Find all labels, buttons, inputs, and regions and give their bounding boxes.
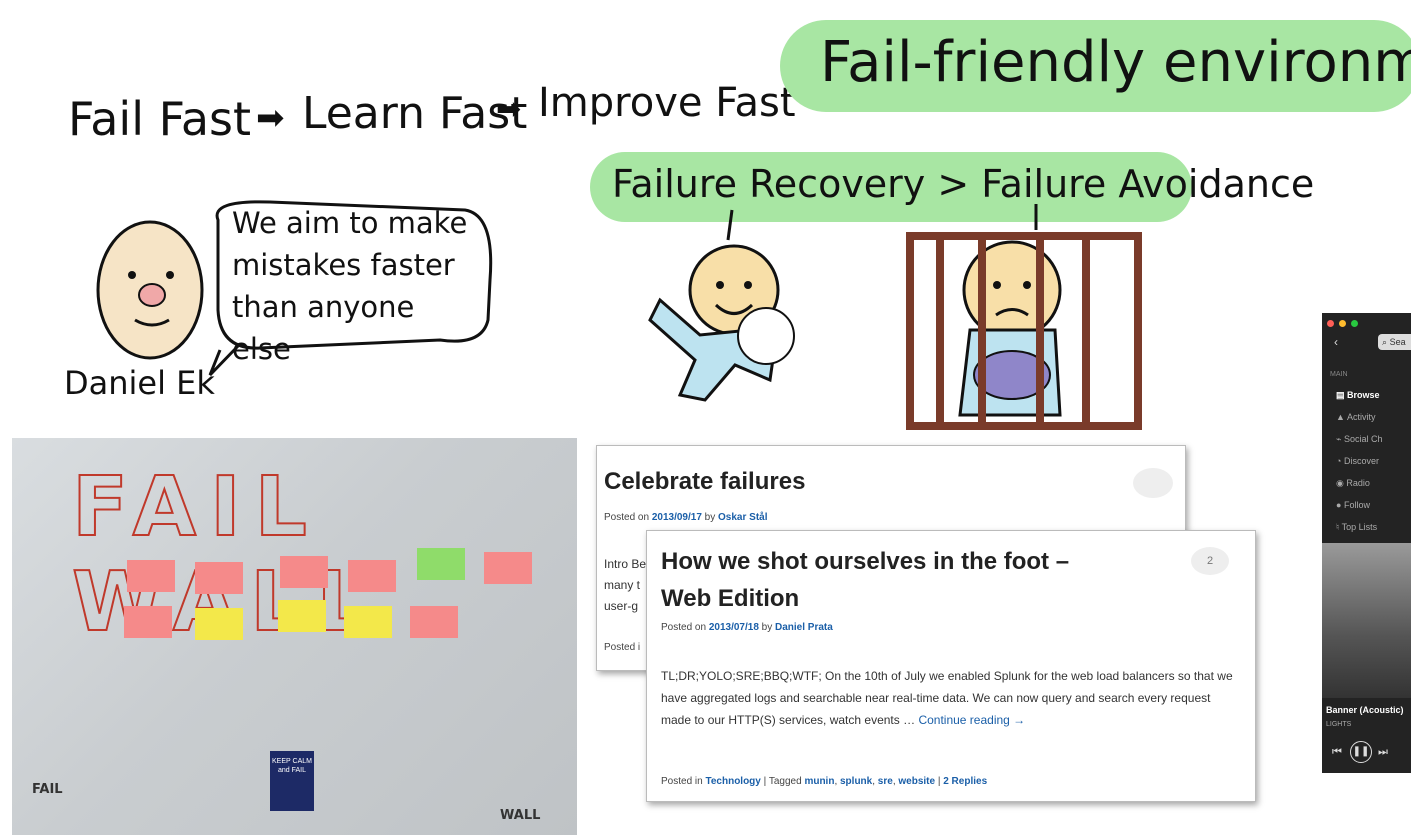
tag-link[interactable]: munin <box>804 776 835 787</box>
speech-bubble-text: We aim to make mistakes faster than anyo… <box>232 206 468 366</box>
improve-fast-text: Improve Fast <box>538 80 796 126</box>
now-playing-artist[interactable]: LIGHTS <box>1326 721 1352 728</box>
sidebar-item-radio[interactable]: ◉ Radio <box>1336 478 1370 488</box>
arrow-right-icon: ➡ <box>496 92 522 127</box>
pause-icon[interactable]: ❚❚ <box>1350 741 1372 763</box>
previous-track-icon[interactable]: ⏮ <box>1332 746 1342 758</box>
post-author-link[interactable]: Daniel Prata <box>775 622 833 633</box>
sticky-note <box>484 552 532 584</box>
blog-post-card: How we shot ourselves in the foot – Web E… <box>646 530 1256 802</box>
sticky-note <box>195 562 243 594</box>
search-input[interactable]: ⌕ Sea <box>1378 334 1411 350</box>
post-excerpt: Intro Be many t user-g <box>604 557 647 613</box>
category-link[interactable]: Technology <box>705 776 761 787</box>
user-icon: ● <box>1336 500 1342 510</box>
sidebar-section-label: MAIN <box>1330 371 1348 378</box>
minimize-window-button[interactable] <box>1339 320 1346 327</box>
sticky-note <box>417 548 465 580</box>
thumbs-up-icon: ▲ <box>1336 412 1345 422</box>
sidebar-item-activity[interactable]: ▲ Activity <box>1336 412 1376 422</box>
fail-friendly-heading: Fail-friendly environment <box>820 30 1411 95</box>
sticky-note <box>344 606 392 638</box>
album-art <box>1322 543 1411 698</box>
chart-icon: ⌁ <box>1336 434 1342 444</box>
post-meta: Posted on 2013/09/17 by Oskar Stål <box>604 512 768 523</box>
quote-author: Daniel Ek <box>64 364 215 402</box>
fail-fast-text: Fail Fast <box>68 92 252 146</box>
sidebar-item-discover[interactable]: ◔ Discover <box>1336 456 1379 466</box>
tag-link[interactable]: sre <box>877 776 893 787</box>
keep-calm-poster: KEEP CALM and FAIL <box>270 751 314 811</box>
sidebar-item-follow[interactable]: ● Follow <box>1336 500 1370 510</box>
comment-bubble-icon[interactable] <box>1133 468 1173 498</box>
sticky-note <box>278 600 326 632</box>
learn-fast-text: Learn Fast <box>302 88 528 139</box>
list-icon: ♮ <box>1336 522 1340 532</box>
sticky-note <box>127 560 175 592</box>
sticky-note <box>410 606 458 638</box>
compass-icon: ◔ <box>1336 456 1342 466</box>
next-track-icon[interactable]: ⏭ <box>1378 746 1388 758</box>
post-excerpt: TL;DR;YOLO;SRE;BBQ;WTF; On the 10th of J… <box>661 669 1233 727</box>
tag-link[interactable]: splunk <box>840 776 873 787</box>
post-meta: Posted on 2013/07/18 by Daniel Prata <box>661 622 833 633</box>
arrow-right-icon: ➡ <box>256 98 285 138</box>
radio-icon: ◉ <box>1336 478 1344 488</box>
highlight-pill <box>590 152 1192 222</box>
daniel-ek-caricature <box>96 200 493 377</box>
now-playing-track[interactable]: Banner (Acoustic) <box>1326 705 1404 715</box>
sticky-note <box>124 606 172 638</box>
sticky-note <box>280 556 328 588</box>
continue-reading-link[interactable]: Continue reading → <box>918 713 1026 727</box>
zoom-window-button[interactable] <box>1351 320 1358 327</box>
post-author-link[interactable]: Oskar Stål <box>718 512 768 523</box>
recovery-vs-avoidance-heading: Failure Recovery > Failure Avoidance <box>612 162 1315 206</box>
search-icon: ⌕ <box>1382 337 1388 347</box>
sidebar-item-top-lists[interactable]: ♮ Top Lists <box>1336 522 1378 532</box>
post-footer: Posted i <box>604 642 641 653</box>
sidebar-item-browse[interactable]: ▤ Browse <box>1336 390 1380 400</box>
post-title[interactable]: How we shot ourselves in the foot – Web E… <box>661 548 1070 612</box>
post-date-link[interactable]: 2013/09/17 <box>651 512 702 523</box>
wall-corner-right: WALL <box>500 808 541 823</box>
post-footer: Posted in Technology | Tagged munin, spl… <box>661 776 988 787</box>
wall-corner-left: FAIL <box>32 782 63 797</box>
replies-link[interactable]: 2 Replies <box>943 776 988 787</box>
sticky-note <box>348 560 396 592</box>
browse-icon: ▤ <box>1336 390 1345 400</box>
post-title[interactable]: Celebrate failures <box>604 468 806 495</box>
sticky-note <box>195 608 243 640</box>
tag-link[interactable]: website <box>898 776 936 787</box>
fail-wall-photo: FAIL WALL KEEP CALM and FAIL FAIL WALL <box>12 438 577 835</box>
close-window-button[interactable] <box>1327 320 1334 327</box>
back-arrow-icon[interactable]: ‹ <box>1334 335 1338 349</box>
spotify-app-window: ‹ ⌕ Sea MAIN ▤ Browse ▲ Activity ⌁ Socia… <box>1322 313 1411 773</box>
comment-count-badge[interactable]: 2 <box>1191 547 1229 575</box>
sidebar-item-social-charts[interactable]: ⌁ Social Ch <box>1336 434 1383 444</box>
post-date-link[interactable]: 2013/07/18 <box>708 622 759 633</box>
failure-comparison-drawing <box>648 204 1142 430</box>
highlight-pill <box>780 20 1411 112</box>
